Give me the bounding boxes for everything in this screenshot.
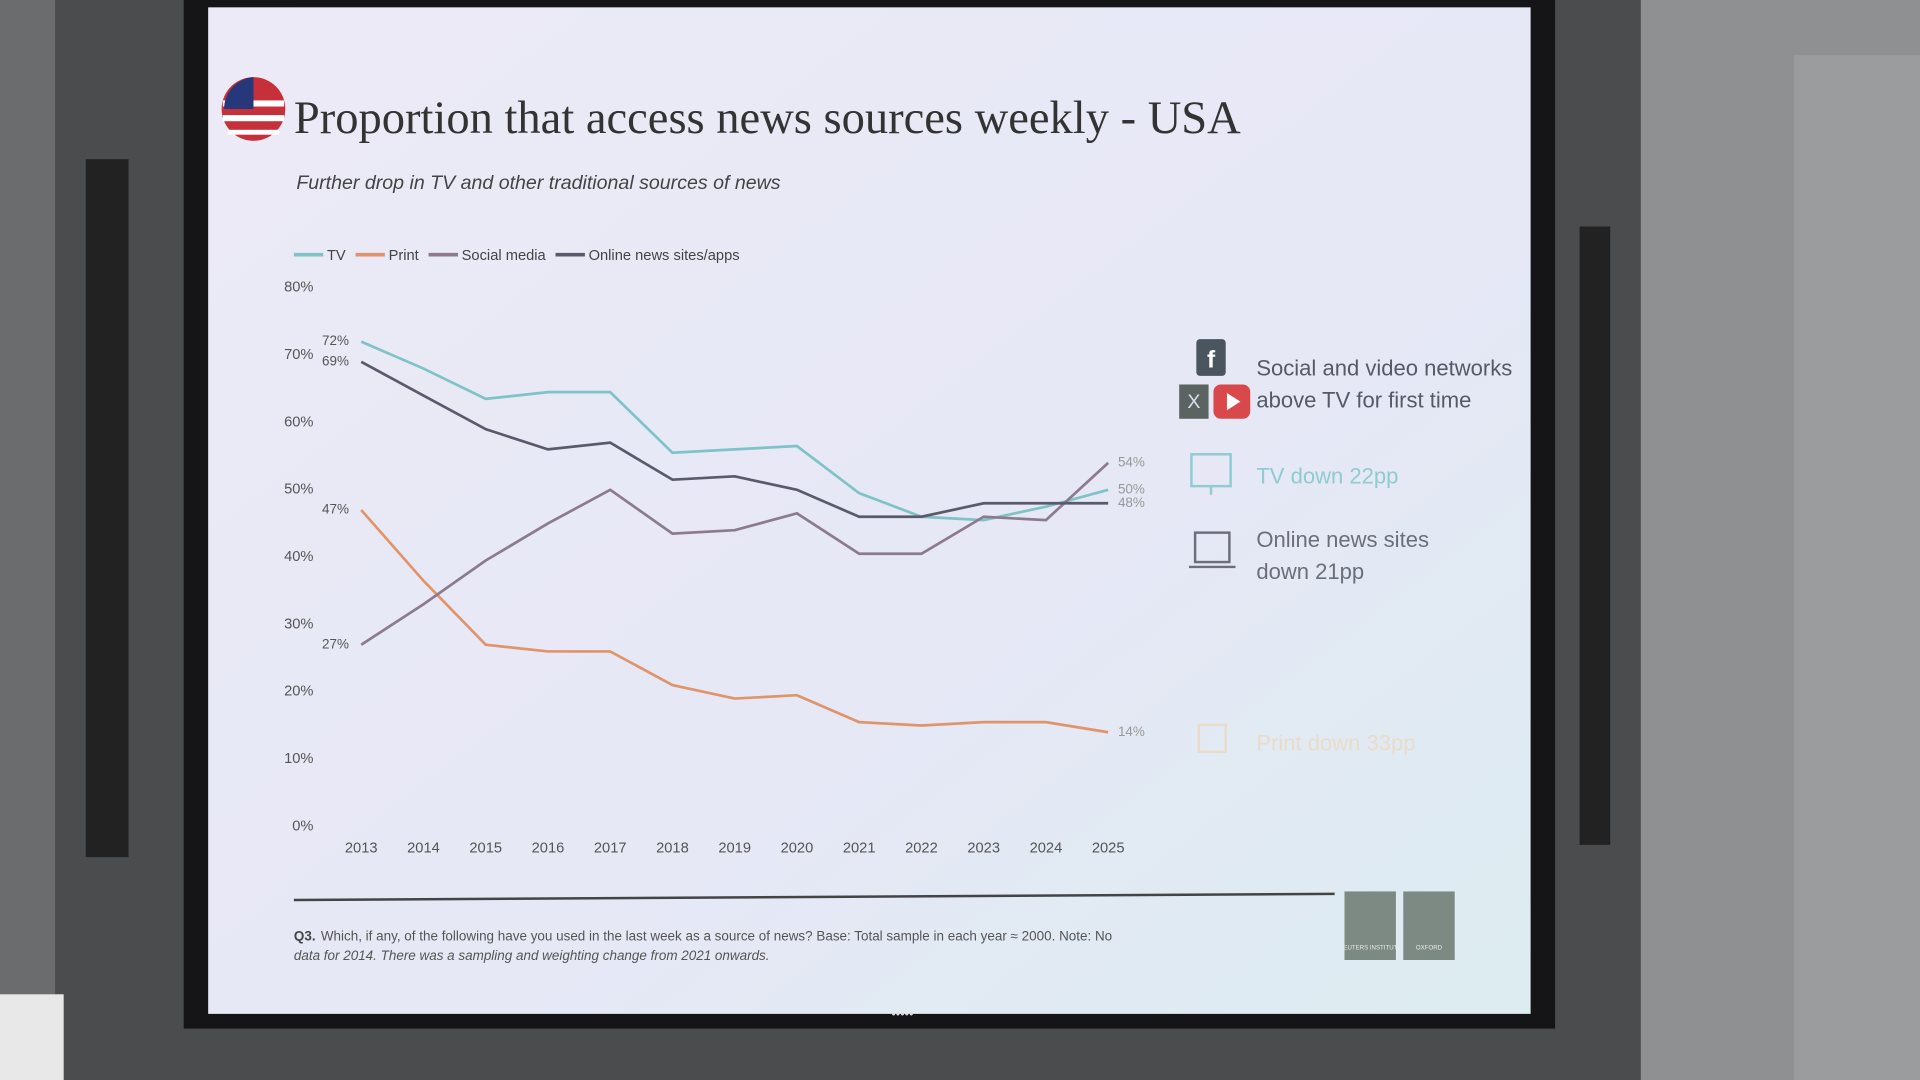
x-icon xyxy=(1179,384,1209,419)
x-glyph: X xyxy=(1187,391,1200,413)
y-tick-label: 20% xyxy=(284,684,313,700)
data-label: 54% xyxy=(1118,454,1145,469)
series-line xyxy=(360,340,1109,522)
y-tick-label: 30% xyxy=(284,616,313,632)
plot: 0% 10% 20% 30% 40% 50% 60% 70% 80% 2013 2014 2015 20… xyxy=(284,280,1145,857)
note-label: Q3. xyxy=(294,928,316,943)
series-line xyxy=(360,509,1109,734)
x-tick-label: 2025 xyxy=(1092,840,1125,856)
x-tick-label: 2022 xyxy=(905,840,938,856)
room-object xyxy=(0,994,64,1080)
legend: TV Print Social media Online news sites/app… xyxy=(293,248,740,264)
x-tick-label: 2013 xyxy=(345,840,378,856)
annotation: down 21pp xyxy=(1256,559,1364,584)
data-label: 50% xyxy=(1118,481,1145,496)
chart-title: Proportion that access news sources week… xyxy=(294,93,1241,144)
flag-icon xyxy=(221,77,286,141)
logo-box xyxy=(1344,891,1396,960)
x-tick-label: 2021 xyxy=(843,840,876,856)
note: Which, if any, of the following have you… xyxy=(294,928,1112,963)
laptop-icon xyxy=(1193,531,1231,564)
x-tick-label: 2015 xyxy=(469,840,502,856)
data-label: 72% xyxy=(322,333,349,348)
logo-box xyxy=(1403,891,1455,960)
note-line: Which, if any, of the following have you… xyxy=(321,928,1112,943)
y-tick-label: 50% xyxy=(284,482,313,498)
legend-label: Social media xyxy=(462,248,547,264)
footer-rule xyxy=(293,892,1335,902)
data-label: 48% xyxy=(1118,495,1145,510)
data-label: 69% xyxy=(322,353,349,368)
logo-text: OXFORD xyxy=(1416,944,1443,951)
annotation: TV down 22pp xyxy=(1256,463,1398,488)
y-tick-label: 10% xyxy=(284,751,313,767)
x-tick-label: 2017 xyxy=(594,840,627,856)
room-door xyxy=(1793,55,1920,1080)
room-wall-left xyxy=(0,0,56,1080)
speaker xyxy=(1579,226,1611,845)
data-label: 14% xyxy=(1118,724,1145,739)
logos: REUTERS INSTITUTE OXFORD xyxy=(1339,891,1455,960)
series-line xyxy=(360,360,1109,519)
legend-label: Online news sites/apps xyxy=(589,248,740,264)
x-tick-label: 2023 xyxy=(967,840,1000,856)
x-tick-label: 2014 xyxy=(407,840,440,856)
logo-text: REUTERS INSTITUTE xyxy=(1339,944,1401,951)
slide xyxy=(208,7,1531,1014)
data-label: 27% xyxy=(322,636,349,651)
y-tick-label: 40% xyxy=(284,549,313,565)
y-tick-label: 80% xyxy=(284,280,313,296)
newspaper-icon xyxy=(1197,723,1227,754)
annotation: Online news sites xyxy=(1256,527,1429,552)
brand: ●●●●● xyxy=(891,1009,913,1018)
facebook-icon xyxy=(1196,339,1226,376)
annotation: Social and video networks xyxy=(1256,356,1512,381)
youtube-glyph xyxy=(1226,393,1241,411)
legend-label: Print xyxy=(389,248,419,264)
x-tick-label: 2018 xyxy=(656,840,689,856)
x-tick-label: 2016 xyxy=(532,840,565,856)
speaker xyxy=(85,159,129,858)
annotations: Social and video networks above TV for fi… xyxy=(1256,356,1512,756)
x-tick-label: 2019 xyxy=(718,840,751,856)
note-line: data for 2014. There was a sampling and … xyxy=(294,948,770,963)
x-tick-label: 2024 xyxy=(1030,840,1063,856)
y-tick-label: 0% xyxy=(292,818,313,834)
icons: f X xyxy=(1179,339,1251,754)
y-tick-label: 60% xyxy=(284,414,313,430)
annotation: Print down 33pp xyxy=(1256,730,1415,755)
y-tick-label: 70% xyxy=(284,347,313,363)
facebook-glyph: f xyxy=(1207,347,1216,374)
data-label: 47% xyxy=(322,502,349,517)
x-tick-label: 2020 xyxy=(781,840,814,856)
annotation: above TV for first time xyxy=(1256,387,1471,412)
chart-subtitle: Further drop in TV and other traditional… xyxy=(296,172,780,194)
legend-label: TV xyxy=(327,248,346,264)
series-line xyxy=(360,461,1110,646)
